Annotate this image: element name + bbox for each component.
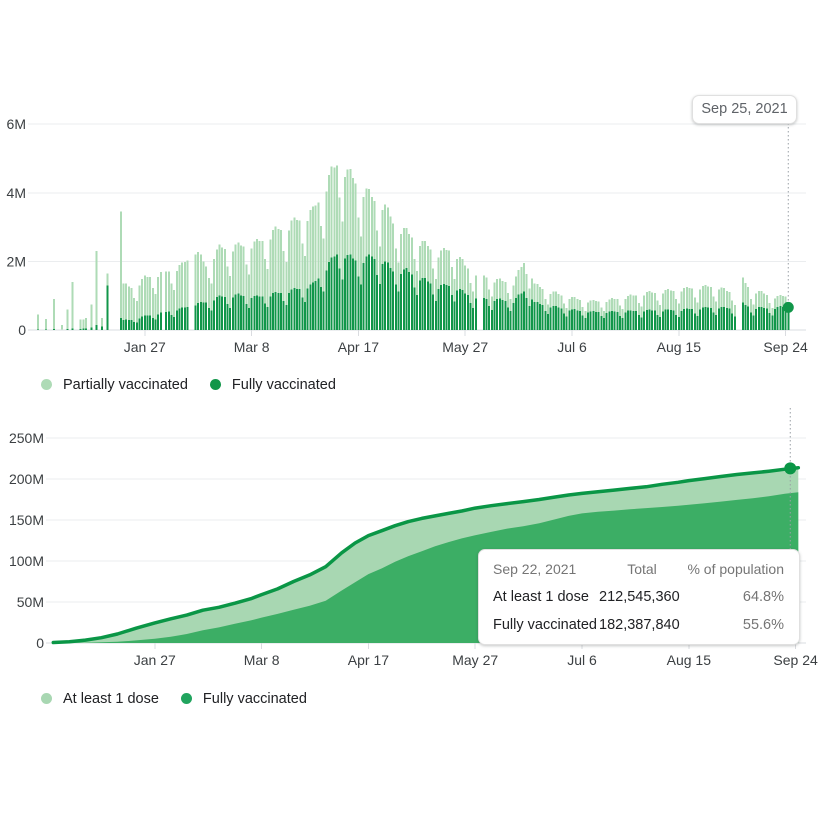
fully-vaccinated-dot-icon — [209, 379, 221, 390]
legend-label: Fully vaccinated — [202, 690, 307, 707]
cumulative-chart-hover-tooltip: Sep 22, 2021 Total % of population At le… — [478, 549, 800, 645]
legend-label: Fully vaccinated — [231, 376, 336, 393]
tooltip-row-total: 182,387,840 — [599, 617, 680, 633]
tooltip-row-total: 212,545,360 — [599, 589, 680, 605]
at-least-1-dose-dot-icon — [41, 693, 52, 704]
svg-text:Jan 27: Jan 27 — [124, 339, 166, 355]
svg-text:Aug 15: Aug 15 — [667, 652, 712, 668]
svg-text:Apr 17: Apr 17 — [338, 339, 379, 355]
axis-labels: 0 2M 4M 6M Jan 27 Mar 8 Apr 17 May 27 Jul 6 Aug 1… — [7, 116, 808, 355]
daily-chart-legend: Partially vaccinated Fully vaccinated — [41, 376, 336, 393]
cumulative-chart-legend: At least 1 dose Fully vaccinated — [41, 690, 307, 707]
tooltip-col-percent: % of population — [687, 561, 784, 577]
svg-text:100M: 100M — [9, 553, 44, 569]
axis-labels: 0 50M 100M 150M 200M 250M Jan 27 Mar 8 Apr 17 May… — [9, 430, 818, 668]
svg-text:0: 0 — [18, 322, 26, 338]
tooltip-row-percent: 55.6% — [742, 617, 784, 633]
hover-point-marker — [782, 301, 794, 313]
tooltip-date: Sep 22, 2021 — [493, 561, 577, 577]
tooltip-row-label: At least 1 dose — [493, 589, 589, 605]
at-least-1-dose-line — [51, 465, 801, 645]
daily-bars — [37, 165, 790, 330]
svg-text:4M: 4M — [7, 185, 26, 201]
svg-text:Jul 6: Jul 6 — [567, 652, 597, 668]
tooltip-col-total: Total — [627, 561, 657, 577]
partially-vaccinated-dot-icon — [41, 379, 52, 390]
fully-vaccinated-dot-icon — [180, 693, 192, 704]
svg-text:50M: 50M — [17, 594, 44, 610]
tooltip-row-label: Fully vaccinated — [493, 617, 597, 633]
daily-doses-bar-chart[interactable]: 0 2M 4M 6M Jan 27 Mar 8 Apr 17 May 27 Jul 6 Aug 1… — [0, 90, 819, 365]
legend-item-fully-vaccinated: Fully vaccinated — [209, 376, 336, 393]
svg-text:Mar 8: Mar 8 — [244, 652, 280, 668]
tooltip-row-percent: 64.8% — [742, 589, 784, 605]
legend-item-at-least-1-dose: At least 1 dose — [41, 691, 159, 707]
svg-text:May 27: May 27 — [452, 652, 498, 668]
svg-text:Aug 15: Aug 15 — [657, 339, 702, 355]
svg-text:250M: 250M — [9, 430, 44, 446]
svg-text:Jan 27: Jan 27 — [134, 652, 176, 668]
svg-text:6M: 6M — [7, 116, 26, 132]
svg-text:Sep 24: Sep 24 — [763, 339, 808, 355]
svg-text:150M: 150M — [9, 512, 44, 528]
svg-text:200M: 200M — [9, 471, 44, 487]
hover-point-marker — [784, 462, 797, 475]
legend-label: Partially vaccinated — [63, 376, 188, 393]
svg-text:Sep 24: Sep 24 — [773, 652, 818, 668]
svg-text:May 27: May 27 — [442, 339, 488, 355]
svg-text:Mar 8: Mar 8 — [234, 339, 270, 355]
daily-chart-hover-tooltip: Sep 25, 2021 — [692, 95, 797, 124]
hover-date-label: Sep 25, 2021 — [701, 101, 788, 117]
svg-text:Jul 6: Jul 6 — [557, 339, 587, 355]
svg-text:0: 0 — [36, 635, 44, 651]
legend-label: At least 1 dose — [63, 690, 159, 707]
svg-text:2M: 2M — [7, 253, 26, 269]
legend-item-partially-vaccinated: Partially vaccinated — [41, 377, 188, 393]
svg-text:Apr 17: Apr 17 — [348, 652, 389, 668]
legend-item-fully-vaccinated: Fully vaccinated — [180, 690, 307, 707]
